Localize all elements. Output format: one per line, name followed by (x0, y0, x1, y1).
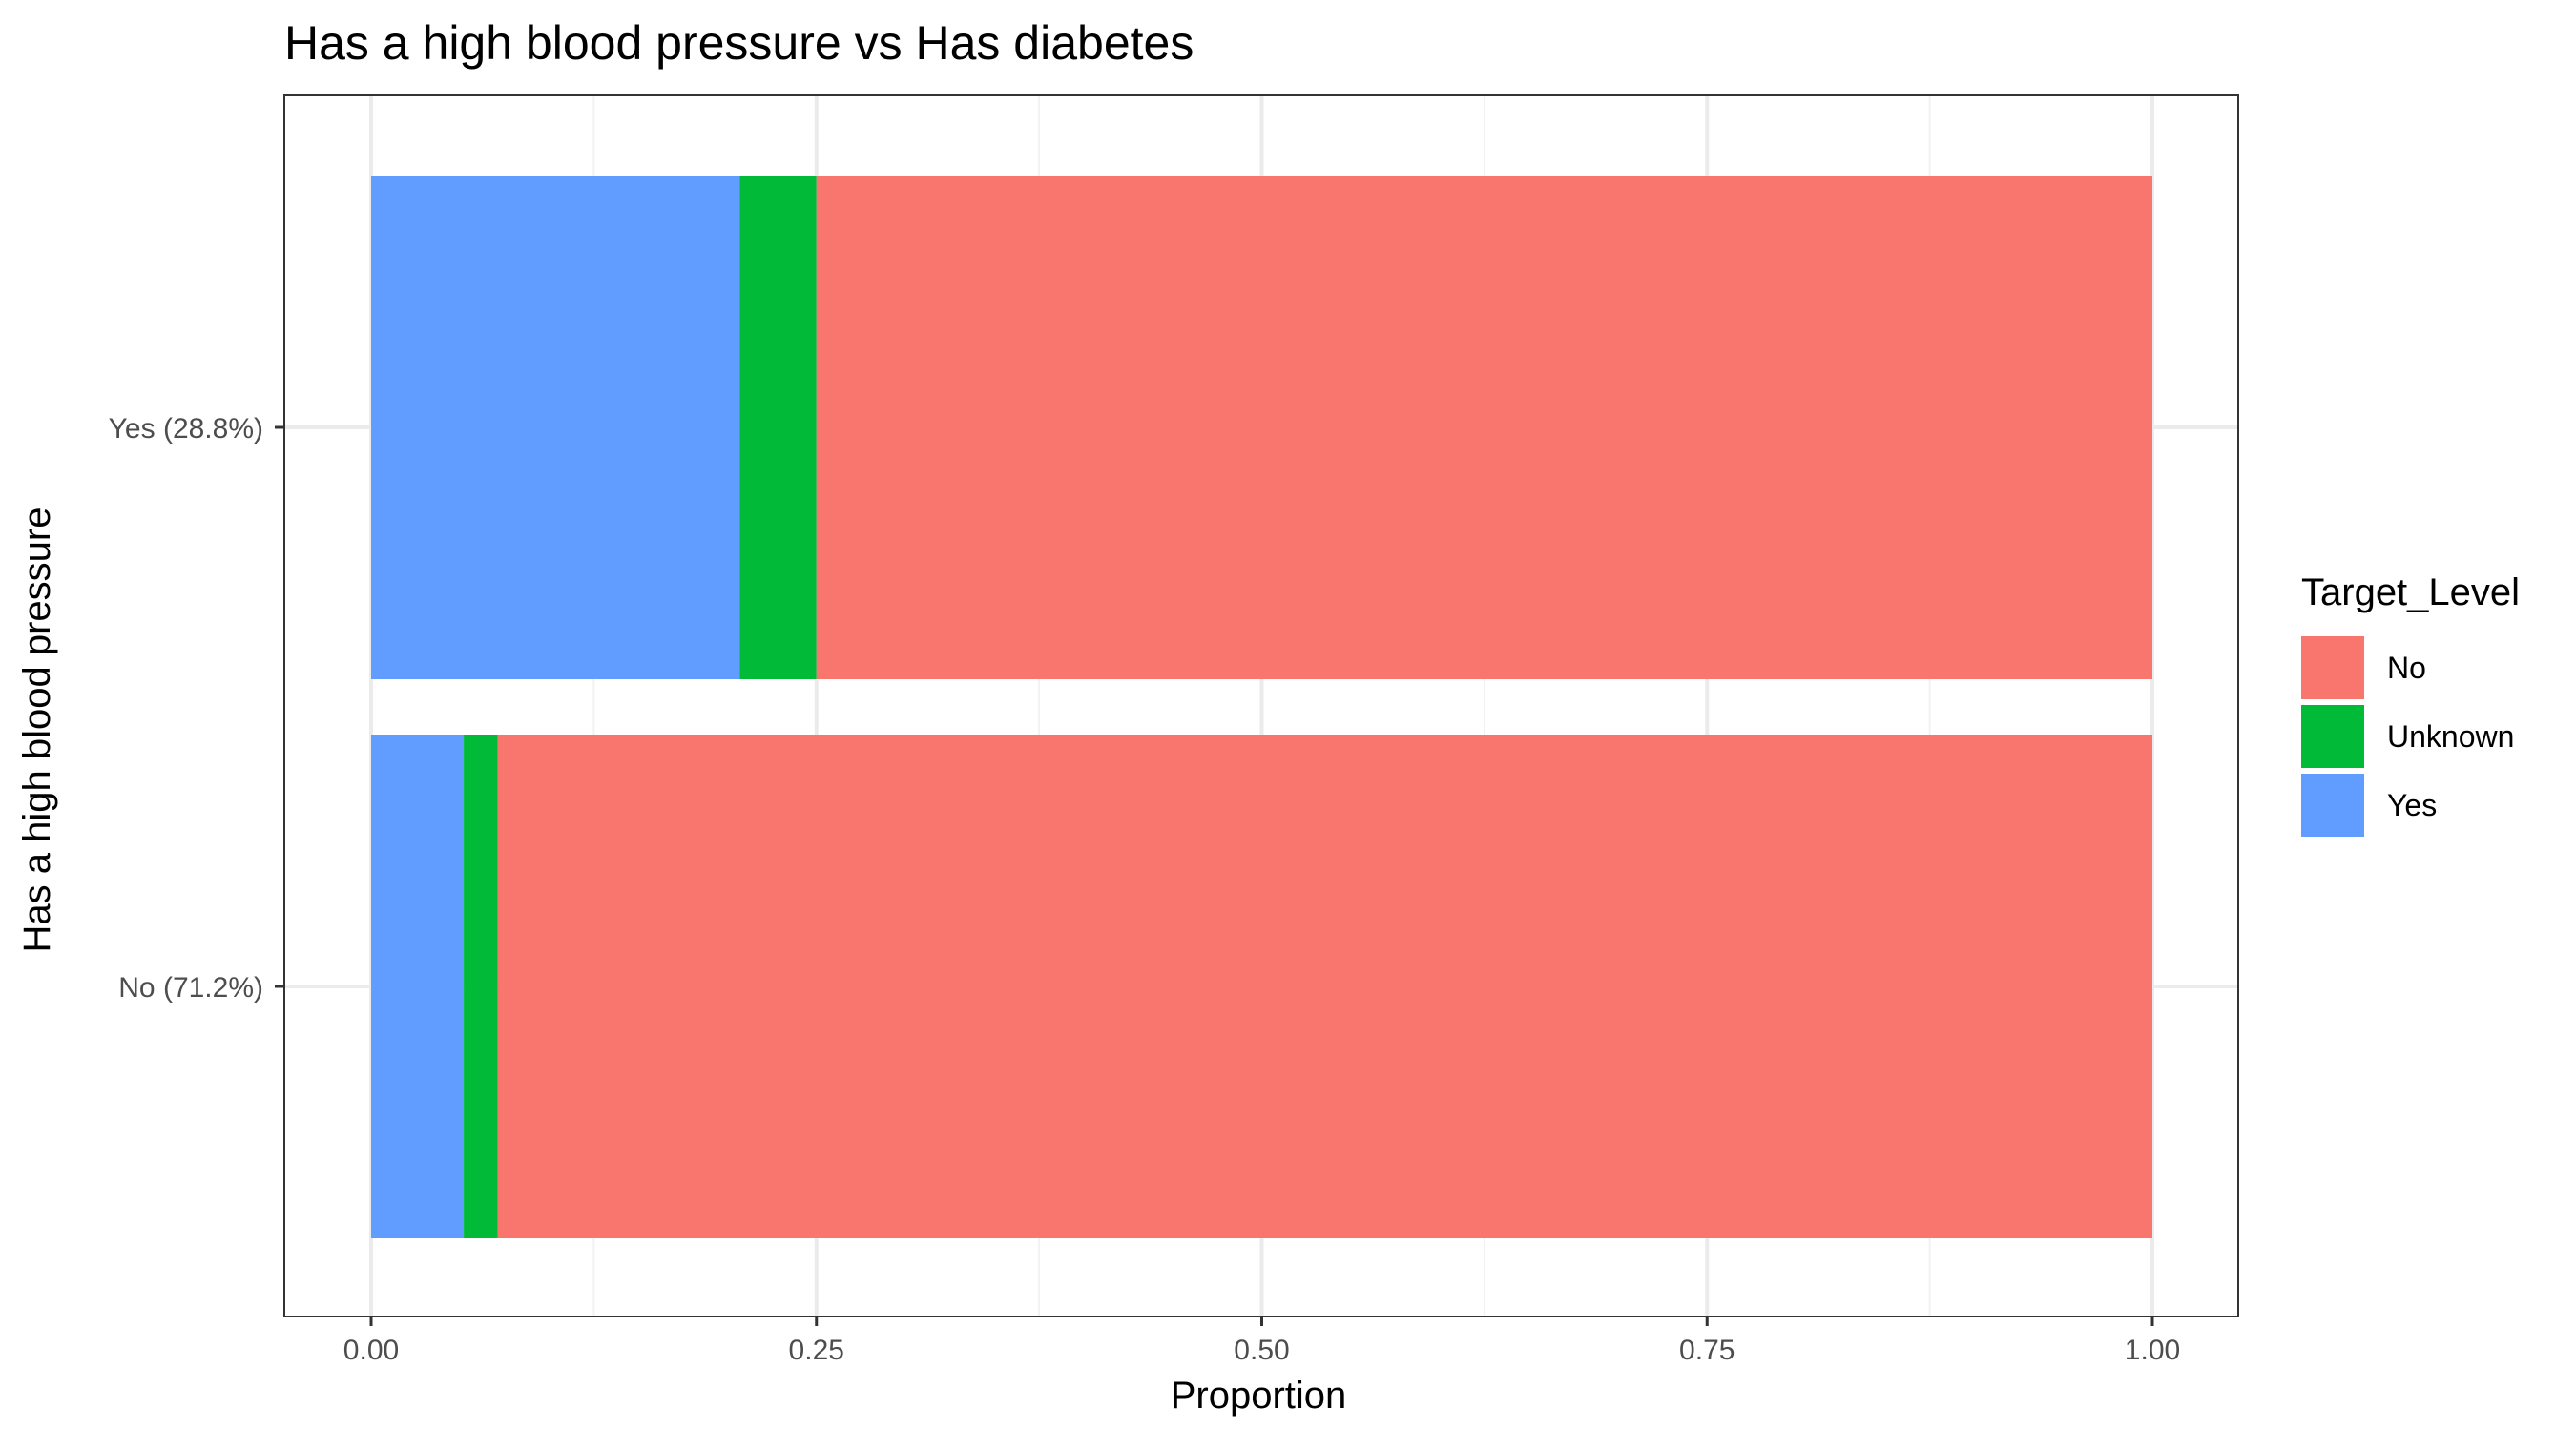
bar-segment (497, 735, 2152, 1238)
x-axis-title: Proportion (1171, 1375, 1347, 1417)
bar-segment (371, 735, 465, 1238)
bar-segment (816, 176, 2152, 679)
y-axis-title: Has a high blood pressure (16, 508, 58, 953)
y-tick-label: Yes (28.8%) (109, 413, 263, 445)
x-axis: 0.00 0.25 0.50 0.75 1.00 (343, 1317, 2180, 1366)
bar-segment (739, 176, 817, 679)
x-tick-label: 0.50 (1234, 1335, 1289, 1366)
legend-key (2301, 774, 2364, 837)
legend: Target_Level No Unknown Yes (2301, 571, 2520, 837)
legend-label: Yes (2387, 788, 2437, 822)
legend-key (2301, 705, 2364, 768)
legend-key (2301, 636, 2364, 699)
x-tick-label: 1.00 (2125, 1335, 2180, 1366)
x-tick-label: 0.25 (789, 1335, 844, 1366)
y-tick-label: No (71.2%) (118, 972, 263, 1004)
legend-label: Unknown (2387, 719, 2514, 754)
x-tick-label: 0.75 (1679, 1335, 1735, 1366)
y-axis: Yes (28.8%) No (71.2%) (109, 413, 284, 1004)
bar-segment (371, 176, 740, 679)
plot-panel (283, 94, 2239, 1317)
legend-label: No (2387, 651, 2426, 685)
chart-title: Has a high blood pressure vs Has diabete… (284, 16, 1194, 70)
legend-title: Target_Level (2301, 571, 2520, 613)
x-tick-label: 0.00 (343, 1335, 399, 1366)
bar-segment (464, 735, 498, 1238)
